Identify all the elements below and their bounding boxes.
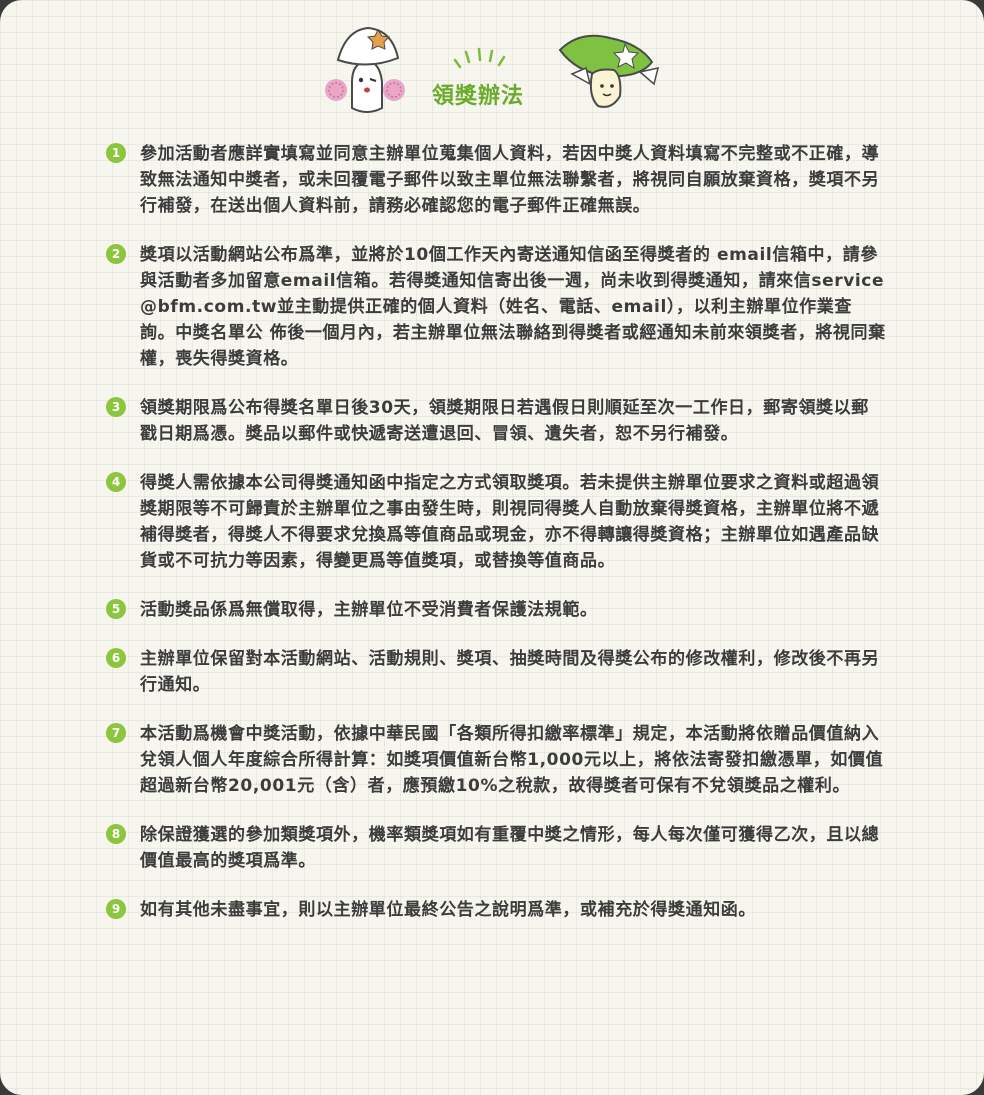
list-item: 5 活動獎品係爲無償取得，主辦單位不受消費者保護法規範。 (106, 597, 886, 623)
header: 領獎辦法 (0, 0, 984, 130)
rules-list: 1 參加活動者應詳實填寫並同意主辦單位蒐集個人資料，若因中獎人資料填寫不完整或不… (106, 141, 886, 946)
rule-text: 主辦單位保留對本活動網站、活動規則、獎項、抽獎時間及得獎公布的修改權利，修改後不… (140, 649, 880, 695)
sparkle-rays-icon (453, 47, 506, 69)
item-number-badge: 8 (106, 824, 126, 844)
item-number-badge: 1 (106, 143, 126, 163)
leaf-mascot-icon (558, 34, 660, 108)
item-number-badge: 3 (106, 397, 126, 417)
header-illustration (325, 26, 660, 113)
item-number-badge: 6 (106, 648, 126, 668)
page-title: 領獎辦法 (432, 84, 525, 109)
list-item: 3 領獎期限爲公布得獎名單日後30天，領獎期限日若遇假日則順延至次一工作日，郵寄… (106, 395, 886, 447)
list-item: 2 獎項以活動網站公布爲準，並將於10個工作天內寄送通知信函至得獎者的 emai… (106, 242, 886, 372)
list-item: 8 除保證獲選的參加類獎項外，機率類獎項如有重覆中獎之情形，每人每次僅可獲得乙次… (106, 822, 886, 874)
list-item: 7 本活動爲機會中獎活動，依據中華民國「各類所得扣繳率標準」規定，本活動將依贈品… (106, 721, 886, 799)
rule-text: 領獎期限爲公布得獎名單日後30天，領獎期限日若遇假日則順延至次一工作日，郵寄領獎… (140, 398, 869, 444)
item-number-badge: 9 (106, 899, 126, 919)
rule-text: 獎項以活動網站公布爲準，並將於10個工作天內寄送通知信函至得獎者的 email信… (140, 245, 886, 369)
item-number-badge: 4 (106, 472, 126, 492)
rule-text: 參加活動者應詳實填寫並同意主辦單位蒐集個人資料，若因中獎人資料填寫不完整或不正確… (140, 144, 880, 216)
item-number-badge: 2 (106, 244, 126, 264)
item-number-badge: 5 (106, 599, 126, 619)
rule-text: 除保證獲選的參加類獎項外，機率類獎項如有重覆中獎之情形，每人每次僅可獲得乙次，且… (140, 825, 880, 871)
list-item: 9 如有其他未盡事宜，則以主辦單位最終公告之說明爲準，或補充於得獎通知函。 (106, 897, 886, 923)
list-item: 6 主辦單位保留對本活動網站、活動規則、獎項、抽獎時間及得獎公布的修改權利，修改… (106, 646, 886, 698)
rule-text: 如有其他未盡事宜，則以主辦單位最終公告之說明爲準，或補充於得獎通知函。 (140, 900, 756, 920)
list-item: 1 參加活動者應詳實填寫並同意主辦單位蒐集個人資料，若因中獎人資料填寫不完整或不… (106, 141, 886, 219)
list-item: 4 得獎人需依據本公司得獎通知函中指定之方式領取獎項。若未提供主辦單位要求之資料… (106, 470, 886, 574)
item-number-badge: 7 (106, 723, 126, 743)
rule-text: 活動獎品係爲無償取得，主辦單位不受消費者保護法規範。 (140, 600, 598, 620)
rule-text: 本活動爲機會中獎活動，依據中華民國「各類所得扣繳率標準」規定，本活動將依贈品價值… (140, 724, 884, 796)
rule-text: 得獎人需依據本公司得獎通知函中指定之方式領取獎項。若未提供主辦單位要求之資料或超… (140, 473, 880, 571)
mushroom-mascot-icon (325, 26, 405, 113)
